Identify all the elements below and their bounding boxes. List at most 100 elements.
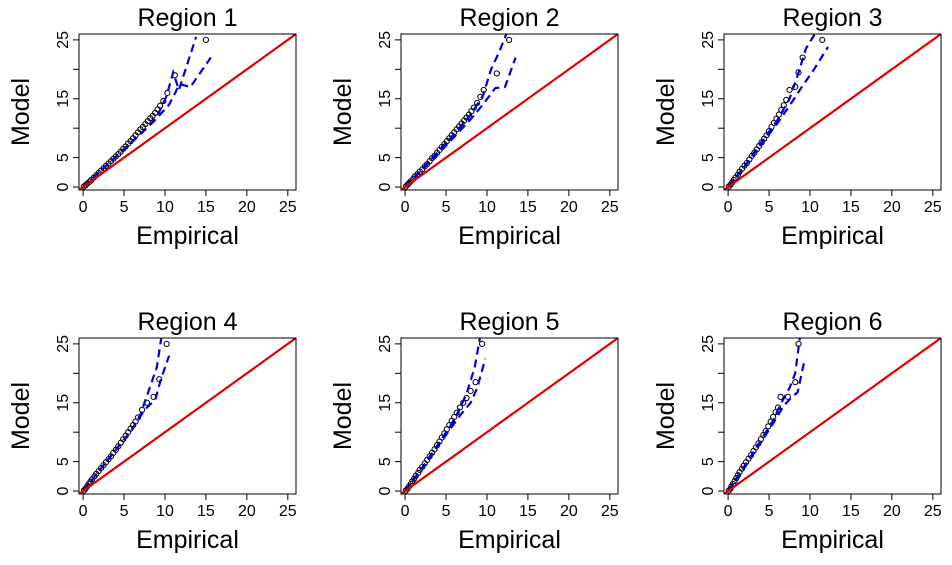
reference-line — [724, 338, 941, 494]
plot-area — [401, 34, 618, 190]
x-tick-label: 15 — [842, 199, 860, 216]
x-tick-label: 25 — [601, 503, 619, 520]
plot-frame — [78, 337, 297, 495]
x-tick-label: 5 — [120, 503, 129, 520]
y-tick-label: 15 — [55, 394, 72, 412]
panel-region-5: Region 5 Empirical Model 0 5 10 15 20 25 0 5 15 25 — [329, 308, 619, 554]
x-tick-label: 20 — [883, 199, 901, 216]
x-axis-label: Empirical — [458, 526, 561, 554]
x-tick-label: 10 — [156, 199, 174, 216]
panel-title: Region 6 — [782, 308, 882, 336]
x-tick-label: 15 — [519, 199, 537, 216]
confidence-band-line — [82, 355, 171, 492]
x-axis-label: Empirical — [136, 222, 239, 250]
x-tick-label: 5 — [442, 503, 451, 520]
y-tick-label: 15 — [377, 90, 394, 108]
x-tick-label: 25 — [279, 199, 297, 216]
y-tick-label: 25 — [700, 335, 717, 353]
y-tick-label: 25 — [55, 335, 72, 353]
plot-area — [79, 34, 296, 190]
panel-title: Region 5 — [459, 308, 559, 336]
y-tick-label: 0 — [700, 183, 717, 192]
y-tick-label: 15 — [700, 90, 717, 108]
x-axis-label: Empirical — [458, 222, 561, 250]
data-point — [777, 393, 784, 400]
x-tick-label: 15 — [197, 503, 215, 520]
x-tick-label: 5 — [442, 199, 451, 216]
panel-region-4: Region 4 Empirical Model 0 5 10 15 20 25 0 5 15 25 — [7, 308, 297, 554]
y-tick-label: 0 — [55, 183, 72, 192]
x-tick-label: 25 — [924, 503, 942, 520]
x-tick-label: 20 — [883, 503, 901, 520]
y-axis-label: Model — [652, 382, 680, 450]
confidence-band-line — [727, 46, 829, 188]
y-tick-label: 25 — [377, 31, 394, 49]
data-point — [772, 409, 779, 416]
x-tick-label: 20 — [560, 503, 578, 520]
data-point — [160, 98, 167, 105]
x-axis-label: Empirical — [136, 526, 239, 554]
plot-frame — [400, 33, 619, 191]
x-tick-label: 15 — [197, 199, 215, 216]
confidence-band-line — [404, 34, 508, 188]
reference-line — [401, 338, 618, 494]
data-point — [82, 182, 89, 189]
y-tick-label: 0 — [377, 487, 394, 496]
x-axis-label: Empirical — [781, 526, 884, 554]
plot-frame — [400, 337, 619, 495]
x-tick-label: 0 — [401, 199, 410, 216]
panel-region-2: Region 2 Empirical Model 0 5 10 15 20 25 0 5 15 25 — [329, 4, 619, 250]
y-tick-label: 15 — [377, 394, 394, 412]
panel-title: Region 4 — [137, 308, 237, 336]
x-tick-label: 20 — [238, 503, 256, 520]
x-tick-label: 15 — [519, 503, 537, 520]
y-tick-label: 25 — [700, 31, 717, 49]
confidence-band-line — [404, 57, 517, 188]
x-tick-label: 10 — [801, 503, 819, 520]
x-tick-label: 25 — [601, 199, 619, 216]
confidence-band-line — [727, 338, 801, 492]
data-point — [80, 487, 88, 494]
panel-region-1: Region 1 Empirical Model 0 5 10 15 20 25 0 5 15 25 — [7, 4, 297, 250]
data-point — [202, 36, 210, 43]
panel-title: Region 1 — [137, 4, 237, 32]
y-tick-label: 0 — [700, 487, 717, 496]
data-point — [765, 423, 772, 430]
x-tick-label: 0 — [401, 503, 410, 520]
y-tick-label: 15 — [700, 394, 717, 412]
x-tick-label: 10 — [478, 199, 496, 216]
y-axis-label: Model — [7, 382, 35, 450]
y-tick-label: 0 — [377, 183, 394, 192]
data-point — [402, 487, 410, 494]
confidence-band-line — [82, 36, 198, 188]
confidence-band-line — [82, 56, 212, 188]
data-point — [775, 111, 782, 118]
y-axis-label: Model — [652, 78, 680, 146]
x-tick-label: 0 — [79, 199, 88, 216]
panel-title: Region 2 — [459, 4, 559, 32]
data-point — [493, 70, 500, 77]
x-tick-label: 25 — [924, 199, 942, 216]
x-tick-label: 0 — [724, 503, 733, 520]
reference-line — [79, 338, 296, 494]
plot-frame — [78, 33, 297, 191]
y-tick-label: 5 — [700, 457, 717, 466]
x-tick-label: 0 — [79, 503, 88, 520]
data-point — [725, 183, 733, 190]
data-point — [505, 36, 513, 43]
x-tick-label: 20 — [560, 199, 578, 216]
x-tick-label: 5 — [765, 199, 774, 216]
x-tick-label: 5 — [120, 199, 129, 216]
confidence-band-line — [404, 358, 487, 492]
plot-area — [724, 338, 941, 494]
x-tick-label: 5 — [765, 503, 774, 520]
data-point — [478, 340, 486, 347]
x-axis-label: Empirical — [781, 222, 884, 250]
confidence-band-line — [727, 361, 806, 492]
confidence-band-line — [404, 338, 482, 492]
y-axis-label: Model — [329, 78, 357, 146]
data-point — [164, 89, 171, 96]
y-tick-label: 25 — [55, 31, 72, 49]
y-tick-label: 5 — [55, 153, 72, 162]
